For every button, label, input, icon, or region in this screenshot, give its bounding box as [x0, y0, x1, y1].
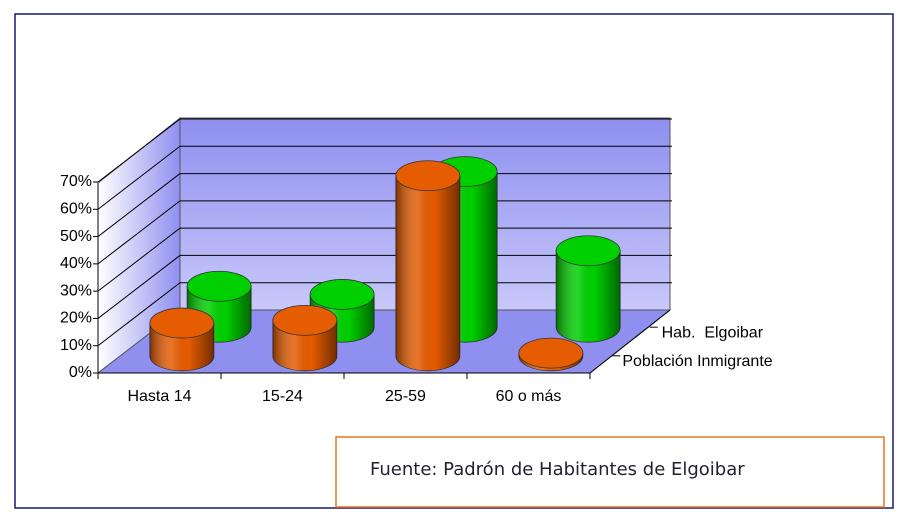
y-tick-label: 40%	[60, 255, 92, 272]
bar-shade	[395, 175, 460, 371]
depth-label: Hab. Elgoibar	[662, 324, 764, 341]
grid-line	[97, 118, 181, 183]
bar-top	[518, 337, 584, 369]
grid-line	[97, 200, 181, 265]
grid-line	[97, 173, 181, 237]
y-tick-label: 70%	[60, 173, 92, 190]
grid-line	[97, 227, 181, 292]
bar-top	[555, 235, 621, 267]
bar-top	[149, 307, 215, 339]
grid-line	[97, 282, 181, 347]
depth-label: Población Inmigrante	[622, 353, 772, 370]
y-tick-label: 20%	[60, 310, 92, 327]
y-tick-label: 60%	[60, 201, 92, 218]
grid-line	[97, 145, 181, 210]
bar-top	[395, 160, 461, 192]
source-note: Fuente: Padrón de Habitantes de Elgoibar	[370, 459, 745, 480]
y-tick-label: 10%	[60, 337, 92, 354]
x-tick-label: 60 o más	[496, 388, 562, 405]
source-box	[335, 436, 885, 508]
bar-shade	[556, 250, 621, 343]
x-tick-label: 25-59	[385, 388, 426, 405]
bar-top	[272, 304, 338, 336]
bar-top	[186, 270, 252, 302]
x-tick-label: 15-24	[262, 388, 303, 405]
depth-axis	[589, 309, 671, 374]
y-tick-label: 30%	[60, 282, 92, 299]
grid-line	[97, 255, 181, 319]
y-tick-label: 50%	[60, 228, 92, 245]
bar-top	[309, 279, 375, 310]
y-tick-label: 0%	[69, 364, 92, 381]
x-tick-label: Hasta 14	[127, 388, 191, 405]
